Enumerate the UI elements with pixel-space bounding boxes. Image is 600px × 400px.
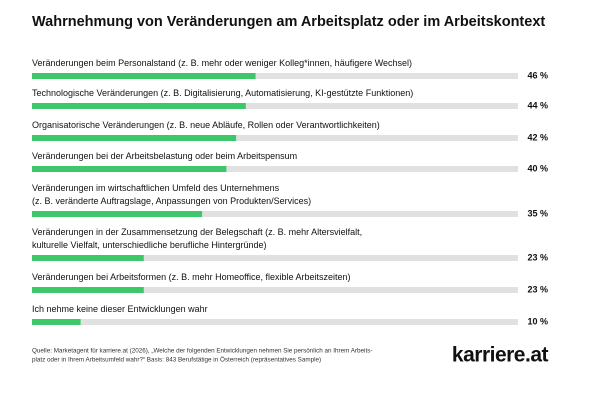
bar-track	[32, 211, 518, 217]
bar-track	[32, 166, 518, 172]
value-label: 35 %	[527, 208, 548, 218]
source-line: platz oder in Ihrem Arbeitsumfeld wahr?“…	[32, 356, 321, 364]
value-label: 42 %	[527, 132, 548, 142]
value-label: 10 %	[527, 316, 548, 326]
bar	[32, 319, 81, 325]
bar	[32, 287, 144, 293]
bar-track	[32, 73, 518, 79]
chart-title: Wahrnehmung von Veränderungen am Arbeits…	[32, 14, 545, 30]
bar	[32, 211, 203, 217]
bar	[32, 166, 227, 172]
bar	[32, 103, 246, 109]
bar-track	[32, 135, 518, 141]
logo: karriere.at	[452, 344, 549, 367]
category-label: Veränderungen bei der Arbeitsbelastung o…	[32, 151, 297, 161]
bar	[32, 255, 144, 261]
bar-track	[32, 255, 518, 261]
value-label: 23 %	[527, 252, 548, 262]
category-label: Veränderungen beim Personalstand (z. B. …	[32, 58, 412, 68]
value-label: 40 %	[527, 163, 548, 173]
source-line: Quelle: Marketagent für karriere.at (202…	[32, 348, 372, 355]
value-label: 44 %	[527, 100, 548, 110]
bar	[32, 135, 237, 141]
category-label: Veränderungen in der Zusammensetzung der…	[32, 227, 362, 250]
category-label: Veränderungen bei Arbeitsformen (z. B. m…	[32, 272, 351, 282]
bar-track	[32, 103, 518, 109]
category-label: Ich nehme keine dieser Entwicklungen wah…	[32, 304, 208, 314]
bar-track	[32, 319, 518, 325]
bar-track	[32, 287, 518, 293]
value-label: 46 %	[527, 70, 548, 80]
category-label: Organisatorische Veränderungen (z. B. ne…	[32, 120, 380, 130]
category-label: Veränderungen im wirtschaftlichen Umfeld…	[32, 183, 311, 206]
category-label: Technologische Veränderungen (z. B. Digi…	[32, 88, 413, 98]
bar	[32, 73, 256, 79]
value-label: 23 %	[527, 284, 548, 294]
